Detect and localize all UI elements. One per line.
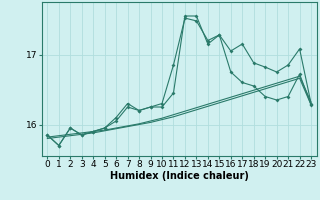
X-axis label: Humidex (Indice chaleur): Humidex (Indice chaleur) bbox=[110, 171, 249, 181]
